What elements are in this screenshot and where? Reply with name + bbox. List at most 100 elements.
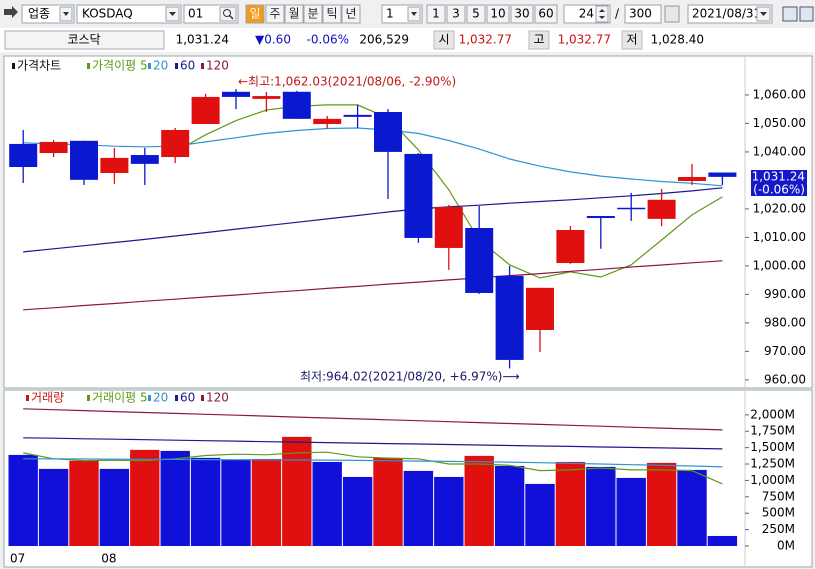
volume-bar — [38, 468, 69, 546]
candle-body — [434, 206, 463, 248]
candle-body — [100, 157, 129, 173]
y-tick-label: 1,010.00 — [753, 230, 806, 244]
legend-swatch — [12, 63, 15, 69]
period-button[interactable] — [284, 4, 304, 24]
settings-icon[interactable] — [664, 5, 680, 23]
volume-bar — [251, 458, 282, 546]
legend-title: 거래량 — [31, 391, 64, 405]
low-label: 저 — [626, 33, 637, 47]
interval-button[interactable] — [510, 4, 534, 24]
volume-bar — [312, 461, 342, 546]
code-input[interactable] — [76, 4, 182, 24]
candle-body — [495, 275, 524, 360]
tool-icon[interactable] — [799, 6, 814, 22]
candle-body — [374, 112, 402, 152]
change-pct: -0.06% — [307, 33, 349, 47]
moving-average — [23, 458, 723, 468]
label-cell — [433, 30, 455, 50]
label-cell — [621, 30, 643, 50]
y-tick-label: 960.00 — [764, 372, 806, 386]
candle-body — [9, 143, 38, 168]
volume-bar — [616, 477, 646, 546]
y-tick-label: 1,500M — [750, 440, 795, 454]
y-tick-label: 250M — [762, 522, 795, 536]
candle-body — [526, 287, 554, 331]
period-button[interactable] — [265, 4, 285, 24]
volume-bar — [525, 483, 555, 546]
candle-body — [343, 114, 372, 117]
price: 1,031.24 — [176, 33, 229, 47]
candle-body — [556, 229, 585, 264]
y-tick-label: 0M — [777, 539, 795, 553]
period-button[interactable] — [341, 4, 361, 24]
volume-bar — [403, 470, 434, 546]
period-label: 틱 — [326, 7, 337, 21]
legend-swatch — [148, 63, 151, 69]
high: 1,032.77 — [558, 33, 611, 47]
interval-button[interactable] — [466, 4, 486, 24]
last-price: 1,031.24 — [752, 170, 805, 184]
label-cell — [528, 30, 550, 50]
period-label: 일 — [249, 7, 260, 21]
change: ▼0.60 — [255, 33, 291, 47]
count: 24 — [579, 7, 594, 21]
volume: 206,529 — [359, 33, 409, 47]
volume-bar — [494, 465, 525, 546]
period-button[interactable] — [303, 4, 323, 24]
legend-entry: 가격이평 5 — [92, 59, 148, 73]
quote-bar: 코스닥 1,031.24 ▼0.60 -0.06% 206,529 시 1,03… — [0, 28, 815, 52]
tool-icon[interactable] — [782, 6, 798, 22]
nav-icon[interactable] — [4, 6, 18, 18]
interval-button[interactable] — [426, 4, 446, 24]
period-button[interactable] — [322, 4, 342, 24]
interval-button[interactable] — [446, 4, 466, 24]
candle-body — [161, 129, 190, 158]
interval-buttons: 1 3 5 10 30 60 — [426, 4, 558, 24]
search-button[interactable] — [219, 6, 237, 22]
volume-bar — [646, 462, 677, 546]
legend-entry: 120 — [206, 59, 229, 73]
last-price-badge — [751, 170, 807, 196]
candle-body — [617, 207, 646, 210]
separator: / — [615, 7, 620, 21]
index-name: 코스닥 — [67, 33, 100, 47]
last-pct: (-0.06%) — [753, 183, 805, 197]
interval-button[interactable] — [486, 4, 510, 24]
period-label: 월 — [288, 7, 299, 21]
legend-swatch — [175, 395, 178, 401]
candle-body — [404, 153, 433, 238]
date-input[interactable] — [687, 4, 773, 24]
interval-button[interactable] — [534, 4, 558, 24]
candle-body — [465, 227, 494, 293]
dropdown-arrow — [63, 12, 69, 16]
legend-entry: 20 — [153, 59, 168, 73]
spinner[interactable] — [595, 5, 609, 23]
y-tick-label: 1,000M — [750, 473, 795, 487]
total-input[interactable] — [624, 4, 662, 24]
period-button[interactable] — [245, 4, 265, 24]
y-tick-label: 1,040.00 — [753, 144, 806, 158]
high-label: 고 — [533, 33, 544, 47]
interval-label: 5 — [472, 7, 480, 21]
volume-bar — [282, 436, 312, 546]
interval: 1 — [386, 7, 394, 21]
legend-swatch — [201, 395, 204, 401]
spinner-arrows — [599, 9, 605, 19]
interval-label: 10 — [490, 7, 505, 21]
dropdown-arrow — [169, 12, 176, 16]
volume-bar — [464, 455, 494, 546]
period-label: 주 — [269, 7, 280, 21]
candle-body — [70, 140, 98, 180]
interval-label: 60 — [538, 7, 553, 21]
group: 01 — [188, 7, 203, 21]
y-tick-label: 1,000.00 — [753, 258, 806, 272]
legend-swatch — [87, 395, 90, 401]
moving-average — [23, 437, 723, 450]
volume-bar — [677, 469, 707, 546]
y-tick-label: 2,000M — [750, 407, 795, 421]
volume-bar — [373, 457, 403, 546]
legend-swatch — [175, 63, 178, 69]
volume-bar — [69, 460, 99, 546]
interval-label: 3 — [452, 7, 460, 21]
